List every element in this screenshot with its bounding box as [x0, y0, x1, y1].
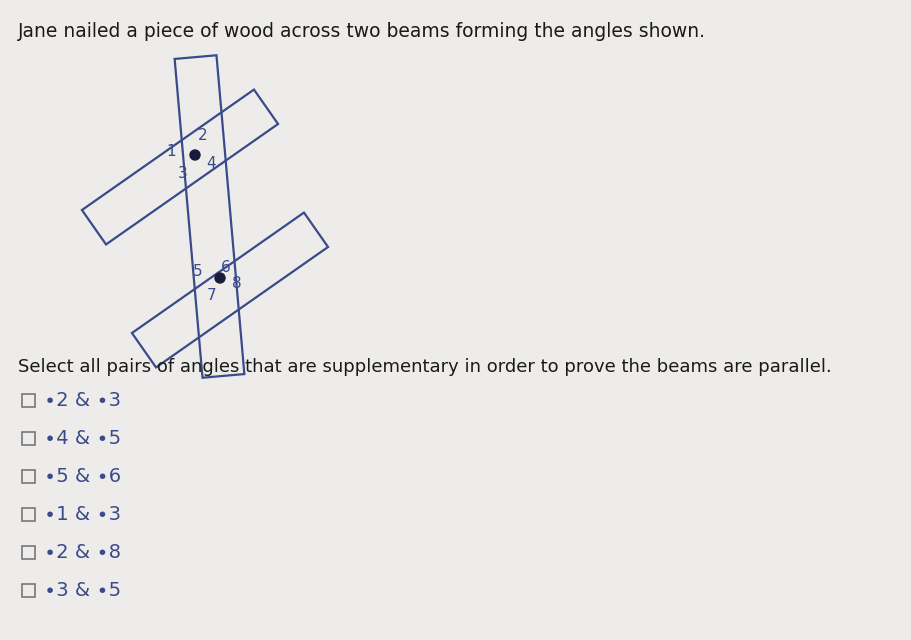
Text: 3: 3 — [179, 166, 188, 180]
Circle shape — [215, 273, 225, 283]
Text: 5: 5 — [193, 264, 203, 280]
Text: ∙5 & ∙6: ∙5 & ∙6 — [44, 467, 121, 486]
Text: ∙3 & ∙5: ∙3 & ∙5 — [44, 582, 121, 600]
Text: 1: 1 — [166, 143, 176, 159]
Text: 4: 4 — [206, 156, 216, 170]
Text: Select all pairs of angles that are supplementary in order to prove the beams ar: Select all pairs of angles that are supp… — [18, 358, 832, 376]
Text: Jane nailed a piece of wood across two beams forming the angles shown.: Jane nailed a piece of wood across two b… — [18, 22, 706, 41]
Text: ∙2 & ∙3: ∙2 & ∙3 — [44, 392, 121, 410]
Text: ∙1 & ∙3: ∙1 & ∙3 — [44, 506, 121, 525]
Text: ∙4 & ∙5: ∙4 & ∙5 — [44, 429, 121, 449]
Circle shape — [190, 150, 200, 160]
Text: 6: 6 — [221, 260, 230, 275]
Text: 2: 2 — [199, 127, 208, 143]
Text: 7: 7 — [207, 289, 217, 303]
Text: ∙2 & ∙8: ∙2 & ∙8 — [44, 543, 121, 563]
Text: 8: 8 — [232, 276, 241, 291]
